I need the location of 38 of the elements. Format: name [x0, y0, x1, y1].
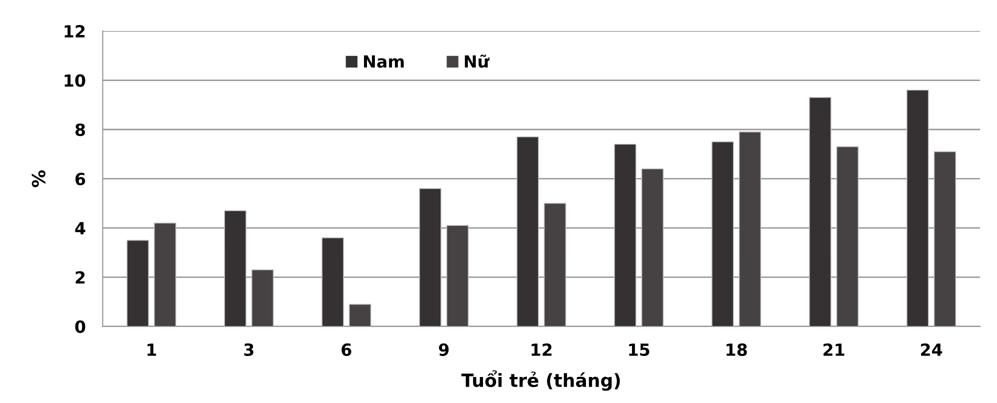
bar — [251, 269, 274, 326]
x-tick-label: 9 — [438, 343, 449, 356]
bar — [348, 304, 372, 326]
x-tick-label: 18 — [726, 343, 747, 356]
bar — [641, 168, 664, 326]
bar — [836, 146, 859, 326]
bar — [712, 141, 734, 326]
legend-label: Nữ — [464, 54, 490, 68]
y-axis-title: % — [32, 170, 46, 188]
x-tick-label: 6 — [342, 343, 352, 356]
bar — [322, 237, 344, 326]
x-tick-label: 15 — [629, 344, 650, 356]
y-tick-label: 2 — [76, 271, 85, 284]
bar — [224, 210, 246, 326]
y-tick-label: 10 — [64, 74, 86, 87]
bar — [154, 222, 176, 326]
bar — [126, 240, 149, 326]
x-tick-label: 3 — [244, 343, 254, 356]
y-tick-label: 8 — [75, 123, 85, 136]
legend-label: Nam — [364, 55, 404, 68]
bar — [544, 202, 566, 326]
x-tick-label: 21 — [824, 343, 844, 356]
y-tick-label: 4 — [75, 222, 86, 234]
x-tick-label: 1 — [148, 344, 156, 356]
x-axis-title: Tuổi trẻ (tháng) — [461, 370, 620, 391]
y-tick-label: 12 — [64, 24, 85, 38]
bar — [934, 151, 956, 326]
bar — [446, 225, 469, 326]
bar — [516, 136, 539, 326]
bar — [738, 132, 762, 326]
x-tick-label: 12 — [532, 343, 552, 356]
bar — [906, 90, 929, 326]
bar — [809, 97, 832, 326]
bar — [614, 144, 636, 326]
y-tick-label: 0 — [75, 320, 86, 333]
x-tick-label: 24 — [921, 343, 942, 356]
bar — [419, 188, 442, 326]
y-tick-label: 6 — [75, 172, 86, 186]
